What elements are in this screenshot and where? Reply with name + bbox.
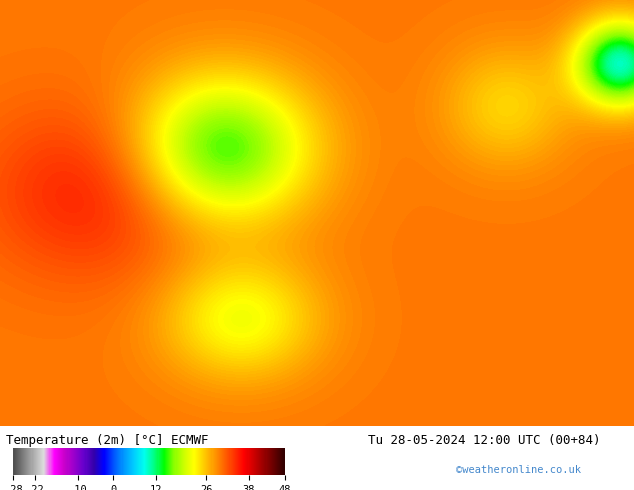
Text: ©weatheronline.co.uk: ©weatheronline.co.uk: [456, 466, 581, 475]
Text: Tu 28-05-2024 12:00 UTC (00+84): Tu 28-05-2024 12:00 UTC (00+84): [368, 434, 600, 447]
Text: Temperature (2m) [°C] ECMWF: Temperature (2m) [°C] ECMWF: [6, 434, 209, 447]
